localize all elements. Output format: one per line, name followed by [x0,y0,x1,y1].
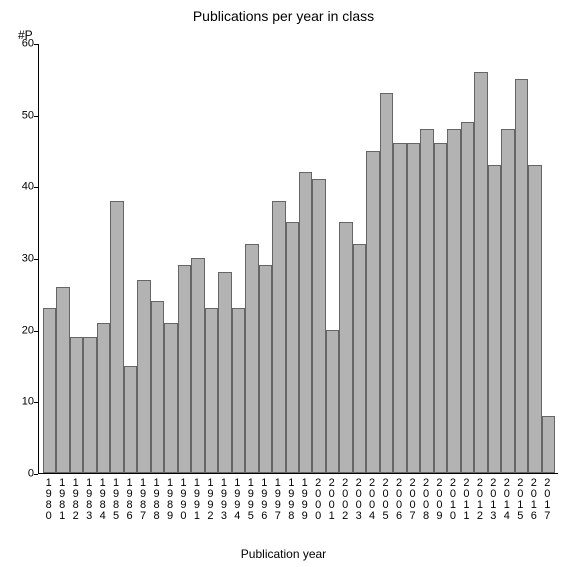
bar [393,143,406,473]
bar [380,93,393,473]
x-tick-label: 2009 [434,478,444,522]
x-tick-label: 2002 [340,478,350,522]
bar [56,287,69,473]
bar [542,416,555,473]
bar [205,308,218,473]
bars-group [39,44,558,473]
x-tick-label: 2010 [448,478,458,522]
x-tick-label: 1995 [246,478,256,522]
x-tick-label: 1980 [44,478,54,522]
x-tick-label: 2016 [529,478,539,522]
bar [299,172,312,473]
bar [218,272,231,473]
bar [407,143,420,473]
bar [420,129,433,473]
x-tick-label: 1991 [192,478,202,522]
x-tick-label: 2015 [515,478,525,522]
x-tick-label: 2001 [327,478,337,522]
chart-title: Publications per year in class [0,8,567,24]
y-tick-label: 60 [22,39,34,50]
bar [110,201,123,473]
x-tick-label: 1999 [300,478,310,522]
x-tick-label: 1984 [98,478,108,522]
x-tick-label: 1981 [57,478,67,522]
x-tick-label: 1985 [111,478,121,522]
bar [245,244,258,473]
x-tick-label: 2005 [381,478,391,522]
bar [339,222,352,473]
bar [151,301,164,473]
x-axis-label: Publication year [0,547,567,561]
bar [326,330,339,473]
x-tick-label: 2013 [488,478,498,522]
x-tick-label: 1997 [273,478,283,522]
bar [272,201,285,473]
bar [447,129,460,473]
bar [501,129,514,473]
bar [528,165,541,473]
bar [70,337,83,473]
x-tick-label: 1998 [286,478,296,522]
bar [434,143,447,473]
bar [366,151,379,474]
x-tick-label: 2007 [408,478,418,522]
bar [83,337,96,473]
x-tick-label: 2008 [421,478,431,522]
x-tick-label: 1993 [219,478,229,522]
bar [232,308,245,473]
x-tick-label: 2006 [394,478,404,522]
bar [43,308,56,473]
y-tick-label: 20 [22,325,34,336]
bar [312,179,325,473]
bar [353,244,366,473]
x-tick-label: 1983 [84,478,94,522]
y-tick-mark [34,474,38,475]
bar [164,323,177,474]
plot-area [38,44,558,474]
x-tick-label: 2003 [354,478,364,522]
bar [259,265,272,473]
x-tick-label: 1988 [152,478,162,522]
bar [191,258,204,473]
x-tick-label: 1992 [205,478,215,522]
chart-container: Publications per year in class #P 010203… [0,0,567,567]
x-tick-label: 1996 [259,478,269,522]
x-tick-label: 2004 [367,478,377,522]
x-tick-label: 2011 [461,478,471,522]
x-tick-label: 1986 [125,478,135,522]
x-tick-label: 1982 [71,478,81,522]
x-tick-label: 1987 [138,478,148,522]
x-tick-label: 2012 [475,478,485,522]
x-tick-label: 1994 [232,478,242,522]
y-tick-label: 40 [22,182,34,193]
bar [461,122,474,473]
bar [488,165,501,473]
x-tick-label: 2017 [542,478,552,522]
bar [515,79,528,473]
y-tick-label: 50 [22,110,34,121]
bar [178,265,191,473]
y-tick-label: 30 [22,254,34,265]
y-ticks: 0102030405060 [0,44,38,474]
x-tick-label: 2014 [502,478,512,522]
x-tick-label: 1990 [178,478,188,522]
x-tick-label: 2000 [313,478,323,522]
bar [124,366,137,474]
bar [97,323,110,474]
x-tick-label: 1989 [165,478,175,522]
y-tick-label: 10 [22,397,34,408]
bar [474,72,487,473]
bar [137,280,150,474]
bar [286,222,299,473]
